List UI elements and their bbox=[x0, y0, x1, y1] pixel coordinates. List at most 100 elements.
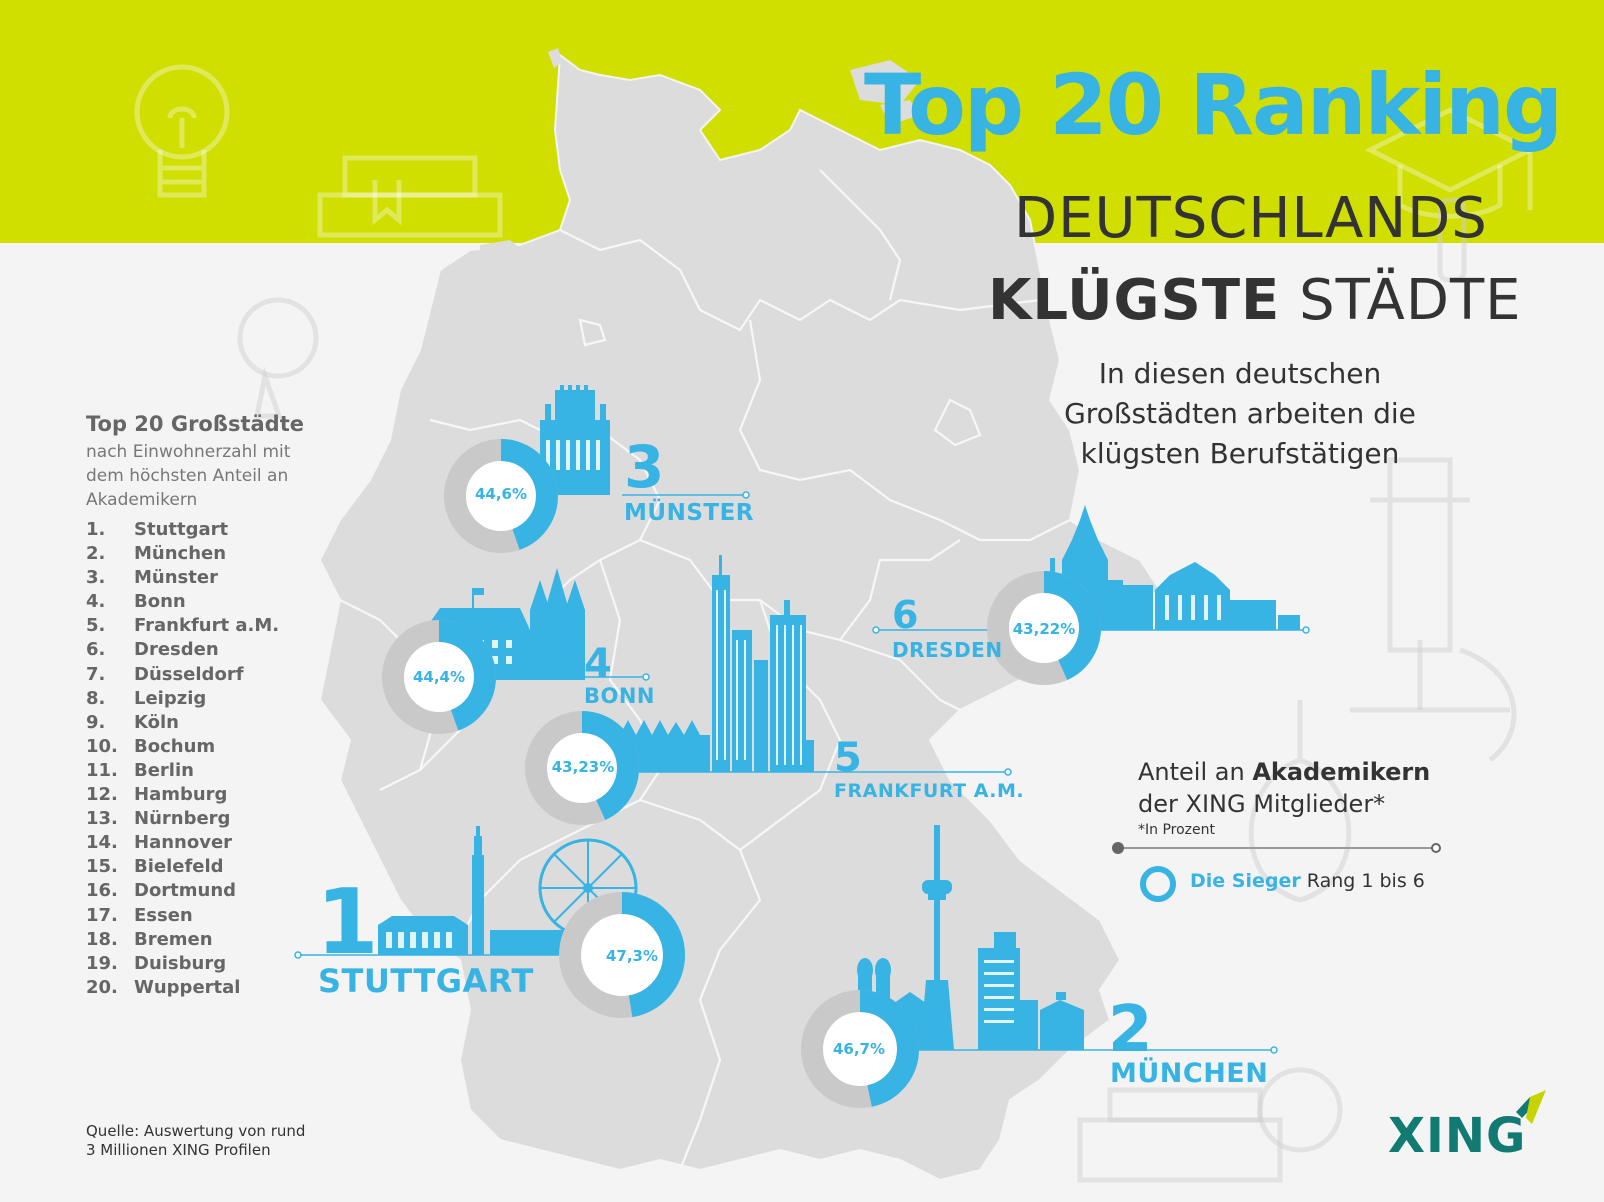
ranking-number: 11. bbox=[86, 759, 118, 781]
ranking-item: 1. Stuttgart bbox=[86, 518, 279, 542]
ranking-number: 4. bbox=[86, 591, 106, 613]
ranking-item: 6. Dresden bbox=[86, 638, 279, 662]
donut-value-arc bbox=[444, 439, 558, 553]
donut-dresden bbox=[987, 571, 1101, 685]
ranking-item: 20. Wuppertal bbox=[86, 976, 279, 1000]
ranking-number: 1. bbox=[86, 519, 106, 540]
winner-city-frankfurt: FRANKFURT A.M. bbox=[834, 780, 1025, 802]
microscope-icon bbox=[1350, 457, 1517, 762]
donut-frankfurt bbox=[525, 711, 639, 825]
subtitle-line2: KLÜGSTE STÄDTE bbox=[988, 268, 1522, 333]
winner-city-stuttgart: STUTTGART bbox=[318, 962, 534, 1000]
ranking-city: Dresden bbox=[134, 639, 219, 661]
ranking-city: Bremen bbox=[134, 928, 213, 950]
source-note: Quelle: Auswertung von rund 3 Millionen X… bbox=[86, 1122, 305, 1160]
intro-text: In diesen deutschen Großstädten arbeiten… bbox=[1064, 357, 1416, 470]
source-line2: 3 Millionen XING Profilen bbox=[86, 1141, 271, 1159]
winner-rank-frankfurt: 5 bbox=[834, 735, 862, 781]
books-bottom-icon bbox=[1077, 1087, 1283, 1183]
winner-rank-muenchen: 2 bbox=[1108, 993, 1153, 1067]
ranking-city: Nürnberg bbox=[134, 808, 231, 830]
subtitle-bold: KLÜGSTE bbox=[988, 268, 1281, 333]
ranking-item: 13. Nürnberg bbox=[86, 807, 279, 831]
ranking-number: 5. bbox=[86, 615, 106, 637]
graduation-cap-icon bbox=[1364, 107, 1536, 219]
ranking-item: 5. Frankfurt a.M. bbox=[86, 614, 279, 638]
ranking-city: Münster bbox=[134, 567, 218, 589]
ranking-city: München bbox=[134, 543, 227, 565]
source-line1: Quelle: Auswertung von rund bbox=[86, 1122, 306, 1140]
islands bbox=[480, 48, 920, 254]
ranking-item: 16. Dortmund bbox=[86, 879, 279, 903]
winner-city-muenchen: MÜNCHEN bbox=[1110, 1058, 1269, 1089]
ranking-number: 19. bbox=[86, 952, 118, 974]
donut-value-arc bbox=[559, 892, 685, 1018]
ranking-number: 15. bbox=[86, 856, 118, 878]
ranking-title: Top 20 Großstädte bbox=[86, 412, 304, 436]
donut-value-arc bbox=[987, 571, 1101, 685]
ranking-city: Hamburg bbox=[134, 784, 228, 806]
winner-percent-bonn: 44,4% bbox=[412, 668, 466, 686]
donut-stuttgart bbox=[559, 892, 685, 1018]
donut-muenchen bbox=[801, 990, 919, 1108]
legend-caption: Anteil an Akademikern der XING Mitglieder… bbox=[1138, 756, 1430, 820]
ranking-item: 9. Köln bbox=[86, 711, 279, 735]
ranking-item: 17. Essen bbox=[86, 904, 279, 928]
winner-percent-stuttgart: 47,3% bbox=[605, 947, 659, 965]
ranking-city: Leipzig bbox=[134, 687, 207, 709]
winner-ring-icon bbox=[1140, 866, 1176, 902]
winner-rank-muenster: 3 bbox=[624, 433, 665, 501]
ranking-number: 3. bbox=[86, 567, 106, 589]
ranking-number: 2. bbox=[86, 543, 106, 565]
donut-value-arc bbox=[382, 620, 496, 734]
ranking-number: 14. bbox=[86, 832, 118, 854]
ranking-item: 14. Hannover bbox=[86, 831, 279, 855]
xing-logo-icon bbox=[1516, 1090, 1546, 1124]
winner-city-muenster: MÜNSTER bbox=[624, 500, 754, 526]
books-icon bbox=[317, 155, 503, 238]
ranking-city: Hannover bbox=[134, 832, 233, 854]
ranking-list: 1. Stuttgart 2. München 3. Münster 4. Bonn 5. Fra… bbox=[86, 518, 279, 1000]
donut-value-arc bbox=[801, 990, 919, 1108]
ranking-number: 10. bbox=[86, 735, 118, 757]
ranking-item: 12. Hamburg bbox=[86, 783, 279, 807]
legend-sieger-rest: Rang 1 bis 6 bbox=[1306, 870, 1425, 892]
ranking-city: Duisburg bbox=[134, 952, 227, 974]
winner-city-dresden: DRESDEN bbox=[892, 638, 1003, 662]
ranking-item: 11. Berlin bbox=[86, 759, 279, 783]
legend-winners: Die Sieger Rang 1 bis 6 bbox=[1190, 870, 1425, 892]
ranking-item: 19. Duisburg bbox=[86, 952, 279, 976]
ranking-city: Dortmund bbox=[134, 880, 237, 902]
ranking-item: 15. Bielefeld bbox=[86, 855, 279, 879]
ranking-city: Essen bbox=[134, 904, 193, 926]
ranking-item: 8. Leipzig bbox=[86, 687, 279, 711]
ranking-number: 20. bbox=[86, 976, 118, 998]
legend-sieger-bold: Die Sieger bbox=[1190, 870, 1301, 892]
ranking-item: 18. Bremen bbox=[86, 928, 279, 952]
xing-logo-text: XING bbox=[1388, 1108, 1527, 1164]
ranking-item: 3. Münster bbox=[86, 566, 279, 590]
ranking-subtitle: nach Einwohnerzahl mit dem höchsten Ante… bbox=[86, 442, 291, 510]
ranking-city: Frankfurt a.M. bbox=[134, 615, 280, 637]
ranking-city: Köln bbox=[134, 711, 179, 733]
ranking-city: Stuttgart bbox=[134, 519, 229, 540]
test-tube-icon bbox=[1437, 197, 1467, 283]
winner-percent-muenster: 44,6% bbox=[474, 485, 528, 503]
ranking-city: Berlin bbox=[134, 759, 194, 781]
ranking-number: 9. bbox=[86, 711, 106, 733]
ranking-city: Wuppertal bbox=[134, 976, 241, 998]
ranking-item: 4. Bonn bbox=[86, 590, 279, 614]
ranking-city: Düsseldorf bbox=[134, 663, 244, 685]
donut-value-arc bbox=[525, 711, 639, 825]
ranking-item: 10. Bochum bbox=[86, 735, 279, 759]
legend-line2: der XING Mitglieder* bbox=[1138, 790, 1386, 818]
donut-muenster bbox=[444, 439, 558, 553]
ranking-city: Bielefeld bbox=[134, 856, 224, 878]
magnifier-icon bbox=[237, 297, 319, 419]
ranking-number: 16. bbox=[86, 880, 118, 902]
lightbulb-icon bbox=[134, 64, 230, 198]
winner-percent-frankfurt: 43,23% bbox=[551, 758, 615, 776]
ranking-number: 12. bbox=[86, 784, 118, 806]
